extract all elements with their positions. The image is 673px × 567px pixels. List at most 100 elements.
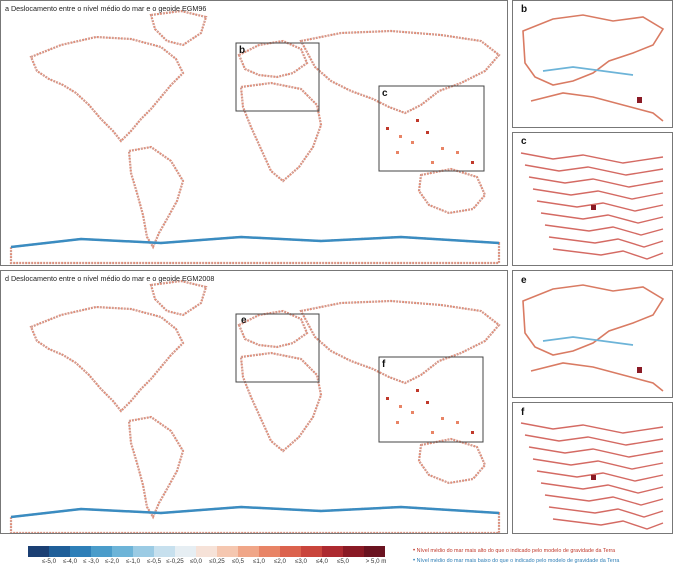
antarctica-coast (9, 235, 501, 265)
archipelago-coast (524, 434, 664, 446)
legend-tick-label: ≤1,0 (253, 558, 265, 565)
asia-coast-cool (300, 300, 500, 384)
higher-marker-icon: • (413, 548, 416, 554)
island-marker (386, 127, 389, 130)
inset-panel-b: b (512, 0, 673, 128)
island-marker (399, 135, 402, 138)
greenland-coast-cool (150, 280, 207, 316)
hotspot-marker (591, 205, 596, 210)
inset-panel-c: c (512, 132, 673, 266)
island-marker (456, 151, 459, 154)
archipelago-coast (520, 152, 664, 164)
asia-coast (299, 299, 501, 385)
island-marker (416, 389, 419, 392)
legend-tick-label: ≤0,5 (232, 558, 244, 565)
legend-tick-label: ≤3,0 (295, 558, 307, 565)
lower-marker-icon: • (413, 558, 416, 564)
legend-tick-label: ≤0,0 (190, 558, 202, 565)
inset-f-label: f (521, 407, 525, 418)
legend-tick-label: > 5,0 m (365, 558, 387, 565)
legend-swatch (217, 546, 238, 557)
island-marker (431, 431, 434, 434)
island-marker (416, 119, 419, 122)
inset-box-label-e: e (241, 315, 247, 326)
legend-swatch (91, 546, 112, 557)
legend-tick-label: ≤-5,0 (41, 558, 57, 565)
australia-coast (417, 167, 487, 215)
africa-coast (239, 81, 323, 183)
europe-coast (237, 309, 309, 349)
africa-coast-cool (240, 82, 322, 182)
greenland-coast (149, 279, 208, 317)
antarctica-coast-cool (10, 506, 500, 533)
legend-tick-label: ≤-0,5 (146, 558, 162, 565)
legend-swatch (238, 546, 259, 557)
legend-tick-label: ≤-4,0 (62, 558, 78, 565)
inset-map-e (522, 284, 665, 392)
note-lower: • Nível médio do mar mais baixo do que o… (413, 558, 619, 564)
inset-b-label: b (521, 4, 528, 15)
island-marker (431, 161, 434, 164)
legend-swatch (70, 546, 91, 557)
island-marker (426, 401, 429, 404)
south-america-coast (127, 145, 185, 250)
legend-swatch (343, 546, 364, 557)
legend-swatch (280, 546, 301, 557)
north-america-coast (29, 35, 185, 143)
legend-tick-label: ≤4,0 (316, 558, 328, 565)
island-marker (399, 405, 402, 408)
archipelago-coast (528, 446, 664, 458)
legend-tick-label: ≤5,0 (337, 558, 349, 565)
island-marker (411, 141, 414, 144)
island-marker (386, 397, 389, 400)
panel-d-title: d Deslocamento entre o nível médio do ma… (5, 274, 215, 283)
inset-c-label: c (521, 136, 527, 147)
archipelago-coast (532, 458, 664, 470)
inset-map-f (520, 422, 664, 530)
greenland-coast-cool (150, 10, 207, 46)
legend-tick-label: ≤-1,0 (125, 558, 141, 565)
archipelago-coast (548, 506, 664, 518)
africa-coast-cool (240, 352, 322, 452)
archipelago-coast (536, 470, 664, 482)
island-marker (441, 417, 444, 420)
panel-a-title: a Deslocamento entre o nível médio do ma… (5, 4, 207, 13)
map-panel-d: d Deslocamento entre o nível médio do ma… (0, 270, 508, 534)
legend-swatch (112, 546, 133, 557)
inset-box-label-b: b (239, 45, 246, 56)
europe-coast (237, 39, 309, 79)
map-panel-a: a Deslocamento entre o nível médio do ma… (0, 0, 508, 266)
africa-coast (239, 351, 323, 453)
legend-swatch (28, 546, 49, 557)
hotspot-marker (591, 475, 596, 480)
north-africa-coast (530, 362, 664, 392)
note-higher: • Nível médio do mar mais alto do que o … (413, 548, 615, 554)
legend-tick-label: ≤ -3,0 (83, 558, 99, 565)
antarctic-blue-rim (10, 505, 500, 519)
legend-swatch (196, 546, 217, 557)
world-map-d (9, 279, 501, 533)
hotspot-marker (637, 367, 642, 373)
island-marker (456, 421, 459, 424)
antarctic-blue-rim (10, 235, 500, 249)
note-higher-text: Nível médio do mar mais alto do que o in… (416, 548, 616, 554)
sea-shoreline-cool (542, 336, 634, 346)
legend-swatch (301, 546, 322, 557)
inset-e-label: e (521, 275, 527, 286)
inset-panel-e: e (512, 270, 673, 398)
legend-tick-label: ≤2,0 (274, 558, 286, 565)
island-marker (426, 131, 429, 134)
north-africa-coast (530, 92, 664, 122)
north-america-coast (29, 305, 185, 413)
archipelago-coast (536, 200, 664, 212)
inset-box-c (378, 85, 485, 172)
sea-shoreline-cool (542, 66, 634, 76)
world-map-a (9, 9, 501, 265)
south-america-coast (127, 415, 185, 520)
archipelago-coast (552, 518, 664, 530)
archipelago-coast (520, 422, 664, 434)
inset-box-b (235, 42, 320, 112)
archipelago-coast (540, 212, 664, 224)
legend-tick-label: ≤0,25 (209, 558, 225, 565)
mediterranean-coast (522, 14, 665, 86)
